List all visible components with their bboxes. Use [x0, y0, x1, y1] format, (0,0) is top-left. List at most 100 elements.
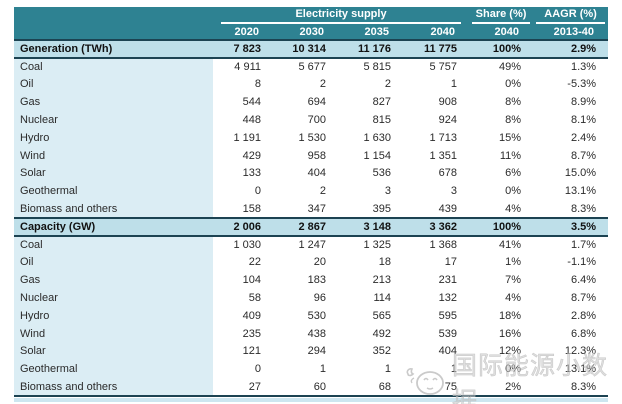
value-cell: 22	[213, 253, 273, 272]
value-cell: -1.1%	[533, 253, 609, 272]
value-cell: 3.5%	[533, 216, 609, 237]
value-cell: 404	[403, 342, 470, 361]
value-cell: 13.1%	[533, 182, 609, 201]
value-cell: 565	[338, 306, 403, 325]
value-cell: 429	[213, 146, 273, 165]
value-cell: 815	[338, 111, 403, 129]
value-cell: 404	[273, 164, 338, 183]
table-row: Biomass and others 27 60 68 75 2% 8.3%	[14, 378, 609, 397]
value-cell: 60	[273, 378, 338, 397]
value-cell: 158	[213, 200, 273, 218]
value-cell: 1 325	[338, 235, 403, 254]
value-cell: 100%	[469, 39, 534, 59]
value-cell: 17	[403, 253, 470, 272]
value-cell: 544	[213, 93, 273, 112]
value-cell: 1	[403, 75, 470, 94]
value-cell: 213	[338, 271, 403, 290]
value-cell: 16%	[469, 324, 534, 343]
value-cell: 96	[273, 289, 338, 307]
value-cell: 536	[338, 164, 403, 183]
value-cell: 15.0%	[533, 164, 609, 183]
value-cell: 8	[213, 75, 273, 94]
row-label: Solar	[14, 164, 213, 183]
row-label: Geothermal	[14, 360, 213, 379]
row-label: Biomass and others	[14, 200, 213, 218]
value-cell: 924	[403, 111, 470, 129]
value-cell: 8.9%	[533, 93, 609, 112]
value-cell: 1 191	[213, 128, 273, 147]
value-cell: 11%	[469, 146, 534, 165]
table-row: Coal 1 030 1 247 1 325 1 368 41% 1.7%	[14, 235, 609, 254]
row-label: Hydro	[14, 306, 213, 325]
value-cell: 27	[213, 378, 273, 397]
row-label: Hydro	[14, 128, 213, 147]
value-cell: 1 247	[273, 235, 338, 254]
value-cell: 2%	[469, 378, 534, 397]
value-cell: 3	[338, 182, 403, 201]
table-row: Geothermal 0 1 1 1 0% 13.1%	[14, 360, 609, 379]
value-cell: 18	[338, 253, 403, 272]
value-cell: 2	[338, 75, 403, 94]
value-cell: 6.4%	[533, 271, 609, 290]
value-cell: 0	[213, 182, 273, 201]
row-label: Coal	[14, 235, 213, 254]
value-cell: 0%	[469, 360, 534, 379]
value-cell: 58	[213, 289, 273, 307]
value-cell: 6.8%	[533, 324, 609, 343]
row-label: Oil	[14, 253, 213, 272]
year-col-2020: 2020	[213, 24, 273, 40]
table-row: Coal 4 911 5 677 5 815 5 757 49% 1.3%	[14, 57, 609, 76]
aagr-sub-col: 2013-40	[533, 24, 609, 40]
table-row: Gas 104 183 213 231 7% 6.4%	[14, 271, 609, 290]
row-label: Nuclear	[14, 111, 213, 129]
value-cell: 7 823	[213, 39, 273, 59]
value-cell: 49%	[469, 57, 534, 76]
group-header-electricity-supply: Electricity supply	[213, 7, 470, 24]
value-cell: 1 154	[338, 146, 403, 165]
table-row: Nuclear 448 700 815 924 8% 8.1%	[14, 111, 609, 129]
value-cell: 1	[338, 360, 403, 379]
value-cell: 10 314	[273, 39, 338, 59]
aagr-header: AAGR (%)	[533, 7, 609, 24]
value-cell: 539	[403, 324, 470, 343]
value-cell: 20	[273, 253, 338, 272]
table-body: Generation (TWh) 7 823 10 314 11 176 11 775 1…	[14, 39, 609, 397]
value-cell: 678	[403, 164, 470, 183]
value-cell: 132	[403, 289, 470, 307]
year-col-2030: 2030	[273, 24, 338, 40]
table-row: Gas 544 694 827 908 8% 8.9%	[14, 93, 609, 112]
year-col-2035: 2035	[338, 24, 403, 40]
aagr-header-label: AAGR (%)	[536, 7, 606, 24]
value-cell: 5 815	[338, 57, 403, 76]
value-cell: 18%	[469, 306, 534, 325]
table-row: Oil 8 2 2 1 0% -5.3%	[14, 75, 609, 94]
value-cell: 2.9%	[533, 39, 609, 59]
value-cell: 4%	[469, 200, 534, 218]
electricity-supply-table-page: Electricity supply Share (%) AAGR (%) 20…	[14, 7, 609, 402]
value-cell: 409	[213, 306, 273, 325]
value-cell: 100%	[469, 216, 534, 237]
value-cell: 448	[213, 111, 273, 129]
value-cell: 5 757	[403, 57, 470, 76]
row-label: Nuclear	[14, 289, 213, 307]
value-cell: 2	[273, 182, 338, 201]
value-cell: -5.3%	[533, 75, 609, 94]
group-header-label: Electricity supply	[221, 7, 462, 24]
value-cell: 8.3%	[533, 378, 609, 397]
row-label: Gas	[14, 271, 213, 290]
value-cell: 2	[273, 75, 338, 94]
value-cell: 15%	[469, 128, 534, 147]
value-cell: 1	[403, 360, 470, 379]
table-row: Wind 235 438 492 539 16% 6.8%	[14, 324, 609, 343]
value-cell: 1 530	[273, 128, 338, 147]
row-label: Wind	[14, 324, 213, 343]
table-row: Hydro 1 191 1 530 1 630 1 713 15% 2.4%	[14, 128, 609, 147]
value-cell: 1%	[469, 253, 534, 272]
value-cell: 492	[338, 324, 403, 343]
table-row: Oil 22 20 18 17 1% -1.1%	[14, 253, 609, 272]
value-cell: 595	[403, 306, 470, 325]
table-header: Electricity supply Share (%) AAGR (%) 20…	[14, 7, 609, 40]
value-cell: 8%	[469, 93, 534, 112]
table-row: Solar 121 294 352 404 12% 12.3%	[14, 342, 609, 361]
value-cell: 231	[403, 271, 470, 290]
